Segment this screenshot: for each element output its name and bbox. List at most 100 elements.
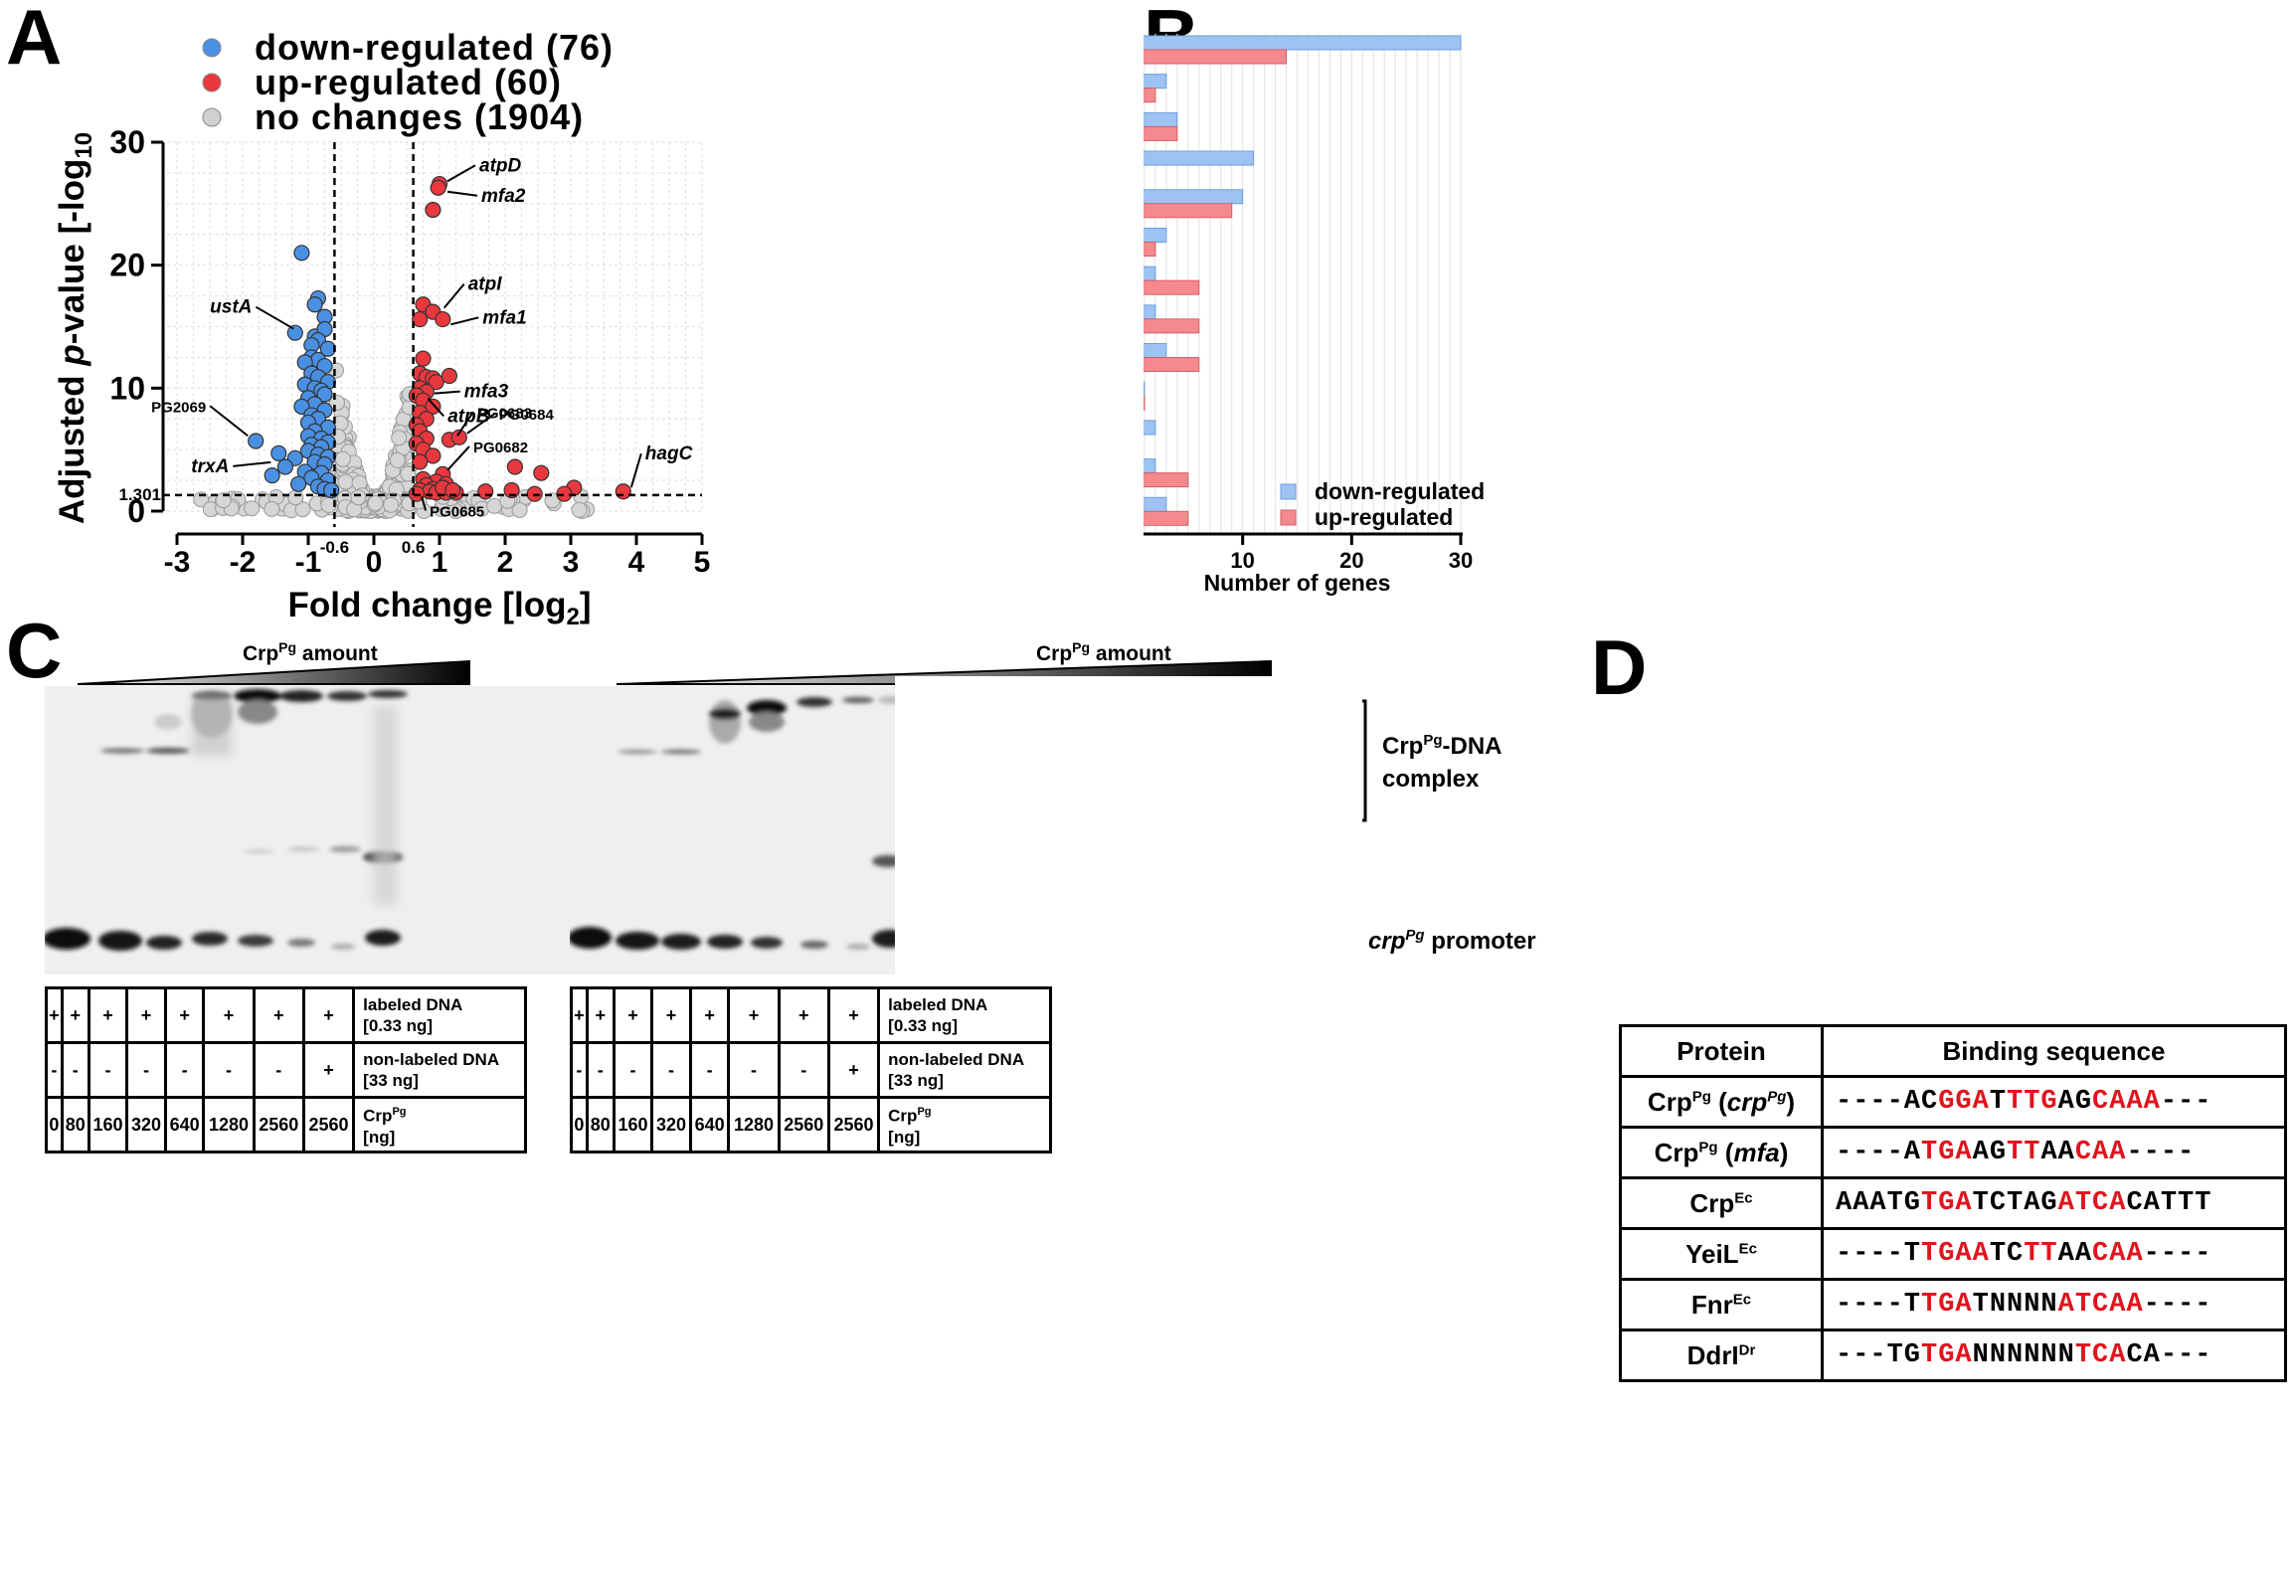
down-regulated-bar [1144, 420, 1156, 436]
cell: + [301, 1041, 356, 1099]
down-regulated-bar [1144, 458, 1156, 474]
down-regulated-bar [1144, 266, 1156, 281]
seq-row: FnrEc ----TTGATNNNNATCAA---- [1619, 1278, 2287, 1331]
cell: - [570, 1041, 589, 1099]
gray-point [294, 501, 311, 518]
gray-point [400, 465, 417, 482]
bar-axes: Hypothetical proteins (H)Other (O)Transp… [1144, 532, 1473, 596]
cell: - [777, 1041, 830, 1099]
seq-header-row: Protein Binding sequence [1619, 1024, 2287, 1078]
cell: 2560 [777, 1096, 830, 1153]
annotation-arrow [427, 397, 444, 418]
promoter-label-right: crpPg promoter [1368, 927, 1536, 955]
legend-marker [202, 38, 222, 58]
up-regulated-point [430, 179, 446, 196]
legend-label: up-regulated (60) [255, 62, 562, 102]
up-regulated-bar [1144, 88, 1156, 103]
cell: 160 [612, 1096, 654, 1153]
down-regulated-point [286, 324, 303, 341]
gray-point [350, 489, 367, 506]
x-tick-label: 2 [497, 546, 514, 579]
cell: - [650, 1041, 692, 1099]
y-tick-label: 20 [109, 248, 145, 283]
cell: + [777, 986, 830, 1044]
panel-label-c: C [6, 607, 63, 694]
up-regulated-point [441, 367, 457, 385]
cell: 1280 [202, 1096, 256, 1153]
cell: + [163, 986, 206, 1044]
up-regulated-bar [1144, 241, 1156, 257]
gray-point [571, 501, 588, 518]
complex-label-right: CrpPg-DNA [1382, 732, 1502, 760]
cell: + [688, 986, 731, 1044]
y-axis-title: Adjusted p-value [-log10 [53, 132, 97, 524]
up-regulated-bar [1144, 510, 1189, 526]
cell: + [60, 986, 90, 1044]
threshold-label-p: 1.301 [118, 485, 161, 504]
cell: 2560 [301, 1096, 356, 1153]
down-regulated-bar [1144, 343, 1167, 359]
gray-point [337, 473, 354, 490]
x-tick-label: -1 [295, 546, 322, 579]
gray-point [511, 501, 528, 518]
threshold-label-pos: 0.6 [402, 538, 426, 557]
annotation-label: PG0685 [430, 503, 484, 520]
cell: - [60, 1041, 90, 1099]
x-tick-label: 3 [563, 546, 580, 579]
amount-label-left: CrpPg amount [243, 639, 378, 665]
cell: 320 [650, 1096, 692, 1153]
up-regulated-point [506, 458, 524, 475]
gray-point [383, 496, 400, 513]
cell: - [87, 1041, 129, 1099]
complex-label-right-2: complex [1382, 766, 1480, 793]
protein-cell: FnrEc [1619, 1278, 1824, 1331]
cell: + [45, 986, 64, 1044]
protein-cell: CrpEc [1619, 1176, 1824, 1230]
cell: + [826, 986, 881, 1044]
annotation-arrow [629, 452, 642, 488]
up-regulated-bar [1144, 472, 1189, 488]
cell: + [650, 986, 692, 1044]
up-regulated-point [425, 398, 442, 415]
x-tick-label: 1 [432, 546, 448, 579]
down-regulated-bar [1144, 227, 1167, 243]
x-tick-label: -2 [230, 546, 257, 579]
up-regulated-bar [1144, 279, 1200, 295]
legend-marker [202, 73, 222, 92]
cell: + [202, 986, 256, 1044]
annotation-label: PG0682 [473, 440, 528, 456]
down-regulated-point [306, 296, 323, 313]
down-regulated-bar [1144, 304, 1156, 320]
x-tick-label: 10 [1230, 548, 1254, 573]
row-label: CrpPg [ng] [352, 1096, 527, 1153]
header-protein: Protein [1619, 1024, 1824, 1078]
up-regulated-point [425, 447, 442, 464]
row-label: labeled DNA [0.33 ng] [877, 986, 1052, 1044]
up-regulated-bar [1144, 357, 1200, 373]
smear-left [192, 696, 398, 905]
down-regulated-bar [1144, 74, 1167, 89]
down-regulated-point [270, 444, 287, 461]
annotation-label: atpB [447, 407, 490, 428]
up-regulated-point [615, 483, 631, 500]
row-label: non-labeled DNA [33 ng] [877, 1041, 1052, 1099]
cell: - [727, 1041, 781, 1099]
annotation-arrow [450, 316, 479, 326]
volcano-axes: -3 -2 -1 0 1 2 3 4 5 0 10 20 30 -0.6 0.6 1.301 Fold chan… [53, 124, 710, 626]
volcano-legend: down-regulated (76)up-regulated (60)no c… [202, 27, 613, 137]
down-regulated-bar [1144, 111, 1178, 127]
annotation-arrow [466, 412, 496, 435]
gel-image-left [43, 686, 587, 975]
protein-cell: CrpPg (crpPg) [1619, 1075, 1824, 1129]
cell: + [727, 986, 781, 1044]
x-tick-label: -3 [164, 546, 191, 579]
up-regulated-point [450, 429, 467, 445]
up-regulated-point [435, 310, 451, 328]
annotation-label: mfa1 [482, 307, 526, 328]
annotation-arrow [421, 496, 428, 511]
cell: 0 [45, 1096, 64, 1153]
x-axis-title: Number of genes [1204, 570, 1391, 596]
row-label: non-labeled DNA [33 ng] [352, 1041, 527, 1099]
down-regulated-bar [1144, 496, 1167, 512]
